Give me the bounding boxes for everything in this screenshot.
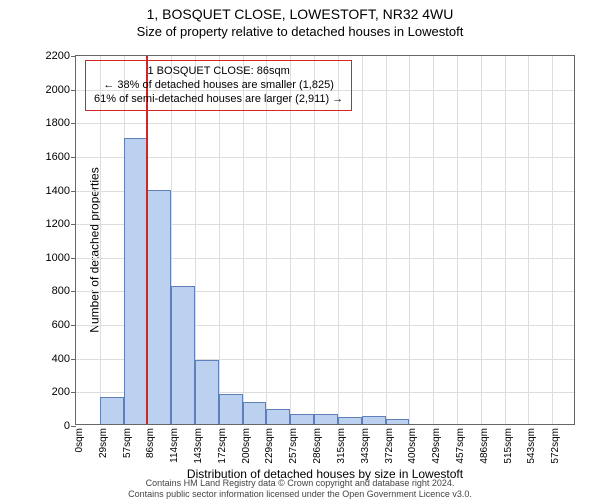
x-tick-label: 200sqm: [241, 424, 252, 464]
x-tick-label: 372sqm: [384, 424, 395, 464]
x-tick-label: 429sqm: [431, 424, 442, 464]
gridline-v: [528, 56, 529, 424]
bar: [314, 414, 338, 424]
bar: [195, 360, 219, 424]
x-tick-label: 486sqm: [479, 424, 490, 464]
x-tick-label: 400sqm: [407, 424, 418, 464]
x-tick-label: 257sqm: [288, 424, 299, 464]
page-title: 1, BOSQUET CLOSE, LOWESTOFT, NR32 4WU: [0, 0, 600, 22]
x-tick-label: 572sqm: [550, 424, 561, 464]
page-subtitle: Size of property relative to detached ho…: [0, 22, 600, 39]
bar: [338, 417, 362, 424]
gridline-v: [409, 56, 410, 424]
y-tick-mark: [71, 224, 76, 225]
bar: [100, 397, 124, 424]
y-tick-mark: [71, 392, 76, 393]
annotation-line: ← 38% of detached houses are smaller (1,…: [94, 79, 343, 93]
bar: [290, 414, 314, 424]
y-tick-mark: [71, 123, 76, 124]
x-tick-label: 86sqm: [145, 424, 156, 458]
x-tick-label: 114sqm: [169, 424, 180, 463]
gridline-v: [505, 56, 506, 424]
x-tick-label: 315sqm: [336, 424, 347, 464]
y-tick-mark: [71, 191, 76, 192]
y-tick-mark: [71, 157, 76, 158]
x-tick-label: 57sqm: [122, 424, 133, 458]
footer-line-1: Contains HM Land Registry data © Crown c…: [0, 478, 600, 488]
x-tick-label: 143sqm: [193, 424, 204, 464]
annotation-line: 1 BOSQUET CLOSE: 86sqm: [94, 65, 343, 79]
x-tick-label: 343sqm: [360, 424, 371, 464]
bar: [386, 419, 410, 424]
bar: [266, 409, 290, 424]
x-tick-label: 286sqm: [312, 424, 323, 464]
gridline-h: [76, 123, 574, 124]
gridline-v: [433, 56, 434, 424]
y-tick-mark: [71, 359, 76, 360]
gridline-v: [362, 56, 363, 424]
gridline-v: [481, 56, 482, 424]
footer-line-2: Contains public sector information licen…: [0, 489, 600, 499]
x-tick-label: 29sqm: [98, 424, 109, 458]
x-tick-label: 0sqm: [74, 424, 85, 452]
bar: [124, 138, 148, 424]
x-tick-label: 229sqm: [264, 424, 275, 464]
x-tick-label: 515sqm: [503, 424, 514, 464]
bar: [219, 394, 243, 424]
bar: [171, 286, 195, 424]
bar: [243, 402, 267, 424]
x-tick-label: 172sqm: [217, 424, 228, 464]
y-tick-mark: [71, 291, 76, 292]
y-tick-mark: [71, 325, 76, 326]
gridline-h: [76, 157, 574, 158]
y-tick-mark: [71, 258, 76, 259]
y-tick-mark: [71, 56, 76, 57]
gridline-v: [457, 56, 458, 424]
gridline-v: [552, 56, 553, 424]
bar: [362, 416, 386, 424]
bar: [147, 190, 171, 424]
y-tick-mark: [71, 90, 76, 91]
footer-attribution: Contains HM Land Registry data © Crown c…: [0, 478, 600, 499]
x-tick-label: 457sqm: [455, 424, 466, 464]
annotation-line: 61% of semi-detached houses are larger (…: [94, 93, 343, 107]
gridline-v: [386, 56, 387, 424]
x-tick-label: 543sqm: [526, 424, 537, 464]
annotation-box: 1 BOSQUET CLOSE: 86sqm← 38% of detached …: [85, 60, 352, 111]
